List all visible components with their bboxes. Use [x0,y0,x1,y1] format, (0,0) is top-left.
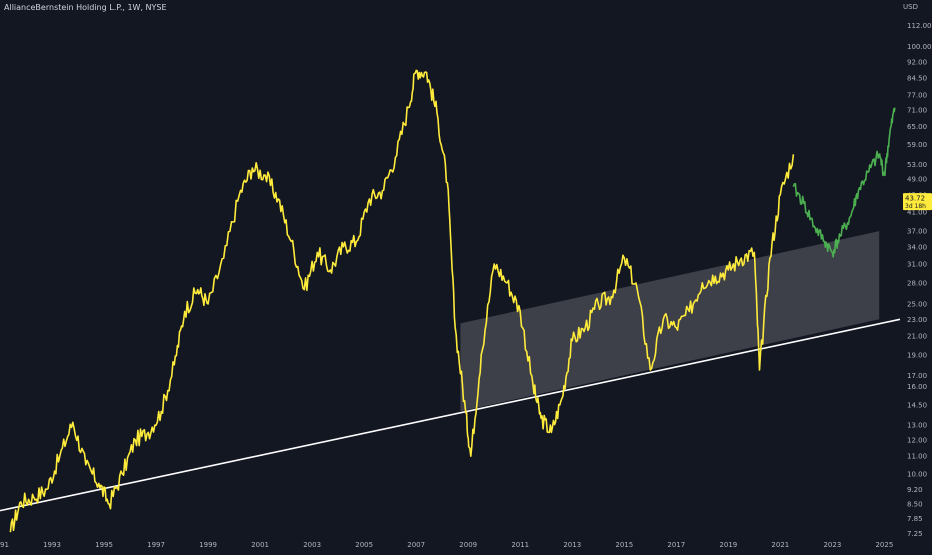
y-tick-label: 49.00 [907,176,927,184]
y-tick-label: 19.00 [907,351,927,359]
x-tick-label: 2005 [355,541,373,549]
y-tick-label: 7.25 [907,530,923,538]
y-tick-label: 59.00 [907,141,927,149]
y-tick-label: 23.00 [907,316,927,324]
y-tick-label: 12.00 [907,437,927,445]
x-tick-label: 2021 [771,541,789,549]
y-tick-label: 11.00 [907,453,927,461]
price-badge-value: 43.72 [905,195,925,203]
y-tick-label: 37.00 [907,228,927,236]
y-tick-label: 77.00 [907,92,927,100]
x-tick-label: 2001 [251,541,269,549]
y-tick-label: 9.20 [907,486,923,494]
x-tick-label: 2011 [511,541,529,549]
x-tick-label: 2019 [719,541,737,549]
y-tick-label: 84.50 [907,74,927,82]
x-tick-label: 2015 [615,541,633,549]
y-tick-label: 92.00 [907,59,927,67]
price-line-series[interactable] [9,69,795,533]
x-tick-label: 2007 [407,541,425,549]
chart-title: AllianceBernstein Holding L.P., 1W, NYSE [4,3,167,12]
y-tick-label: 21.00 [907,333,927,341]
y-tick-label: 7.85 [907,515,923,523]
price-badge [903,193,932,211]
y-tick-label: 53.00 [907,161,927,169]
y-tick-label: 25.00 [907,300,927,308]
y-tick-label: 100.00 [907,43,932,51]
y-tick-label: 10.00 [907,470,927,478]
y-tick-label: 71.00 [907,107,927,115]
x-tick-label: 1995 [95,541,113,549]
y-tick-label: 112.00 [907,22,932,30]
x-tick-label: 2025 [875,541,893,549]
y-tick-label: 16.00 [907,383,927,391]
y-tick-label: 34.00 [907,243,927,251]
x-tick-label: 1997 [147,541,165,549]
y-tick-label: 31.00 [907,260,927,268]
highlight-line-series[interactable] [792,107,896,258]
x-tick-label: 1991 [0,541,9,549]
y-tick-label: 17.00 [907,372,927,380]
x-tick-label: 2013 [563,541,581,549]
price-badge-countdown: 3d 18h [905,203,926,210]
y-tick-label: 41.00 [907,209,927,217]
y-tick-label: 14.50 [907,401,927,409]
channel-shading [460,231,880,412]
x-tick-label: 2023 [823,541,841,549]
x-tick-label: 1993 [43,541,61,549]
currency-label: USD [903,3,918,11]
trendline [0,318,901,512]
x-tick-label: 2017 [667,541,685,549]
y-tick-label: 65.00 [907,123,927,131]
x-tick-label: 2009 [459,541,477,549]
x-tick-label: 1999 [199,541,217,549]
y-tick-label: 8.50 [907,500,923,508]
y-tick-label: 28.00 [907,279,927,287]
x-tick-label: 2003 [303,541,321,549]
y-tick-label: 13.00 [907,422,927,430]
